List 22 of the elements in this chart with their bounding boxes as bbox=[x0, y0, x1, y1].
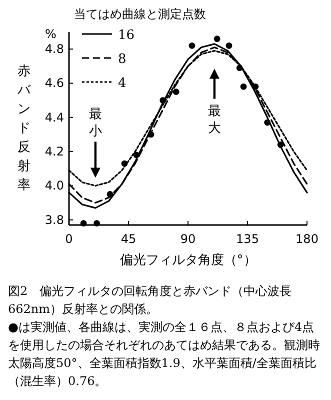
caption: 図2 偏光フィルタの回転角度と赤バンド（中心波長662nm）反射率との関係。 bbox=[8, 283, 293, 318]
y-tick-label: 3.8 bbox=[44, 212, 64, 227]
legend-label: 8 bbox=[118, 52, 126, 67]
y-tick-label: 4.8 bbox=[44, 42, 64, 56]
text: ●は実測値、各曲線は、実測の全１６点、８点および4点を使用したの場合それぞれのあてはめ結果である。観測時太陽高度50°、全葉面積指数1.9、水平葉面積/全葉面積比（混生率）0.76。 bbox=[8, 319, 321, 390]
legend-title: 当てはめ曲線と測定点数 bbox=[74, 7, 206, 21]
annotation: 最大 bbox=[206, 102, 222, 137]
x-tick-label: 180 bbox=[296, 232, 318, 246]
legend-label: 4 bbox=[118, 76, 126, 91]
x-axis-title: 偏光フィルタ角度（°） bbox=[120, 252, 256, 268]
y-axis-title: 赤バンド反射率 bbox=[16, 63, 32, 195]
x-tick-label: 90 bbox=[180, 232, 196, 246]
y-tick-label: 4.4 bbox=[44, 110, 64, 124]
annotation: 最小 bbox=[88, 106, 103, 140]
legend-label: 16 bbox=[118, 28, 135, 43]
y-tick-label: 4.2 bbox=[44, 144, 64, 159]
y-tick-label: 4.6 bbox=[44, 76, 64, 90]
x-tick-label: 135 bbox=[236, 232, 259, 246]
text: % bbox=[45, 27, 56, 41]
y-tick-label: 4.0 bbox=[44, 178, 64, 193]
x-tick-label: 0 bbox=[65, 232, 73, 246]
x-tick-label: 45 bbox=[120, 232, 136, 246]
